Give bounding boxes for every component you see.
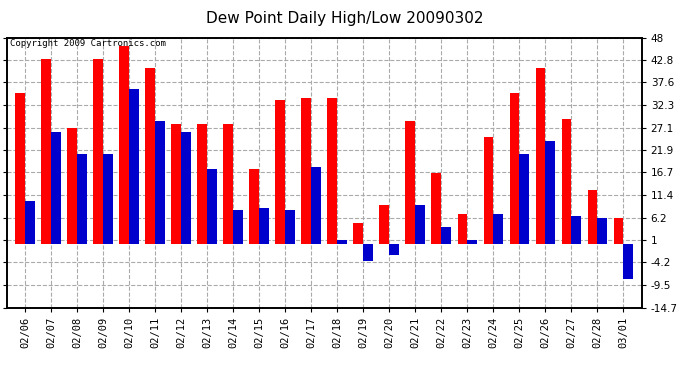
- Bar: [233, 210, 243, 244]
- Bar: [285, 210, 295, 244]
- Bar: [442, 227, 451, 244]
- Bar: [77, 154, 87, 244]
- Bar: [406, 122, 415, 244]
- Bar: [171, 124, 181, 244]
- Bar: [431, 173, 442, 244]
- Bar: [535, 68, 545, 244]
- Bar: [51, 132, 61, 244]
- Bar: [588, 190, 598, 244]
- Bar: [337, 240, 347, 244]
- Bar: [25, 201, 35, 244]
- Bar: [155, 122, 165, 244]
- Bar: [67, 128, 77, 244]
- Bar: [364, 244, 373, 261]
- Bar: [389, 244, 400, 255]
- Bar: [545, 141, 555, 244]
- Bar: [457, 214, 467, 244]
- Bar: [509, 93, 520, 244]
- Text: Dew Point Daily High/Low 20090302: Dew Point Daily High/Low 20090302: [206, 11, 484, 26]
- Bar: [207, 169, 217, 244]
- Bar: [129, 89, 139, 244]
- Bar: [104, 154, 113, 244]
- Bar: [15, 93, 25, 244]
- Bar: [302, 98, 311, 244]
- Text: Copyright 2009 Cartronics.com: Copyright 2009 Cartronics.com: [10, 39, 166, 48]
- Bar: [598, 218, 607, 244]
- Bar: [624, 244, 633, 279]
- Bar: [275, 100, 285, 244]
- Bar: [467, 240, 477, 244]
- Bar: [520, 154, 529, 244]
- Bar: [415, 206, 425, 244]
- Bar: [484, 136, 493, 244]
- Bar: [259, 208, 269, 244]
- Bar: [613, 218, 624, 244]
- Bar: [493, 214, 503, 244]
- Bar: [328, 98, 337, 244]
- Bar: [380, 206, 389, 244]
- Bar: [249, 169, 259, 244]
- Bar: [224, 124, 233, 244]
- Bar: [119, 46, 129, 244]
- Bar: [181, 132, 191, 244]
- Bar: [146, 68, 155, 244]
- Bar: [311, 166, 321, 244]
- Bar: [353, 223, 364, 244]
- Bar: [562, 119, 571, 244]
- Bar: [571, 216, 582, 244]
- Bar: [41, 59, 51, 244]
- Bar: [93, 59, 104, 244]
- Bar: [197, 124, 207, 244]
